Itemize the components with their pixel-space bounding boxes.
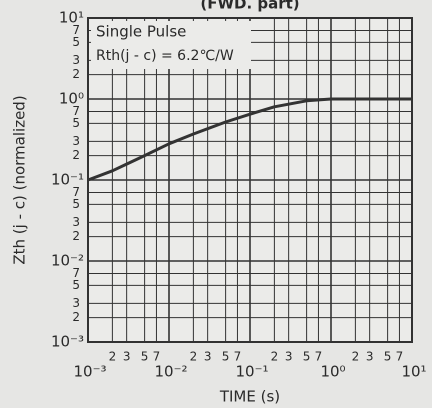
y-tick-label: 2 bbox=[72, 229, 80, 243]
y-tick-label: 2 bbox=[72, 310, 80, 324]
y-tick-label: 2 bbox=[72, 148, 80, 162]
x-tick-label: 10⁻¹ bbox=[235, 363, 268, 381]
x-tick-label: 7 bbox=[153, 350, 161, 364]
y-tick-label: 7 bbox=[72, 185, 80, 199]
y-tick-label: 10⁻³ bbox=[51, 333, 84, 351]
curve bbox=[87, 97, 412, 182]
x-tick-label: 5 bbox=[384, 350, 392, 364]
y-tick-label: 3 bbox=[72, 53, 80, 67]
x-axis-label: TIME (s) bbox=[219, 388, 280, 406]
y-tick-label: 7 bbox=[72, 23, 80, 37]
y-tick-label: 5 bbox=[72, 278, 80, 292]
x-tick-label: 5 bbox=[303, 350, 311, 364]
x-tick-label: 10¹ bbox=[401, 363, 426, 381]
x-tick-label: 2 bbox=[271, 350, 279, 364]
x-tick-label: 3 bbox=[123, 350, 131, 364]
x-tick-label: 2 bbox=[109, 350, 117, 364]
y-tick-label: 7 bbox=[72, 104, 80, 118]
chart-title: (FWD. part) bbox=[200, 0, 299, 13]
y-tick-label: 10⁻² bbox=[51, 252, 84, 270]
y-tick-label: 2 bbox=[72, 67, 80, 81]
y-tick-label: 3 bbox=[72, 215, 80, 229]
x-tick-label: 7 bbox=[234, 350, 242, 364]
x-tick-label: 5 bbox=[222, 350, 230, 364]
y-tick-label: 5 bbox=[72, 197, 80, 211]
y-tick-label: 3 bbox=[72, 134, 80, 148]
x-tick-label: 7 bbox=[396, 350, 404, 364]
x-tick-label: 10⁻³ bbox=[73, 363, 106, 381]
x-tick-label: 3 bbox=[204, 350, 212, 364]
x-tick-label: 10⁰ bbox=[320, 363, 345, 381]
y-axis-label: Zth (j - c) (normalized) bbox=[11, 95, 29, 264]
annotation-box bbox=[91, 21, 251, 69]
x-tick-label: 7 bbox=[315, 350, 323, 364]
x-tick-label: 3 bbox=[285, 350, 293, 364]
y-tick-label: 5 bbox=[72, 116, 80, 130]
y-tick-label: 10⁻¹ bbox=[51, 171, 84, 189]
x-tick-label: 2 bbox=[190, 350, 198, 364]
x-tick-label: 5 bbox=[141, 350, 149, 364]
y-tick-label: 3 bbox=[72, 296, 80, 310]
y-tick-label: 5 bbox=[72, 35, 80, 49]
y-tick-label: 10¹ bbox=[59, 9, 84, 27]
x-tick-label: 2 bbox=[352, 350, 360, 364]
annotation: Rth(j - c) = 6.2℃/W bbox=[96, 48, 234, 64]
y-tick-label: 10⁰ bbox=[59, 90, 84, 108]
x-tick-label: 3 bbox=[366, 350, 374, 364]
x-tick-label: 10⁻² bbox=[154, 363, 187, 381]
y-tick-label: 7 bbox=[72, 266, 80, 280]
annotation: Single Pulse bbox=[96, 23, 186, 41]
